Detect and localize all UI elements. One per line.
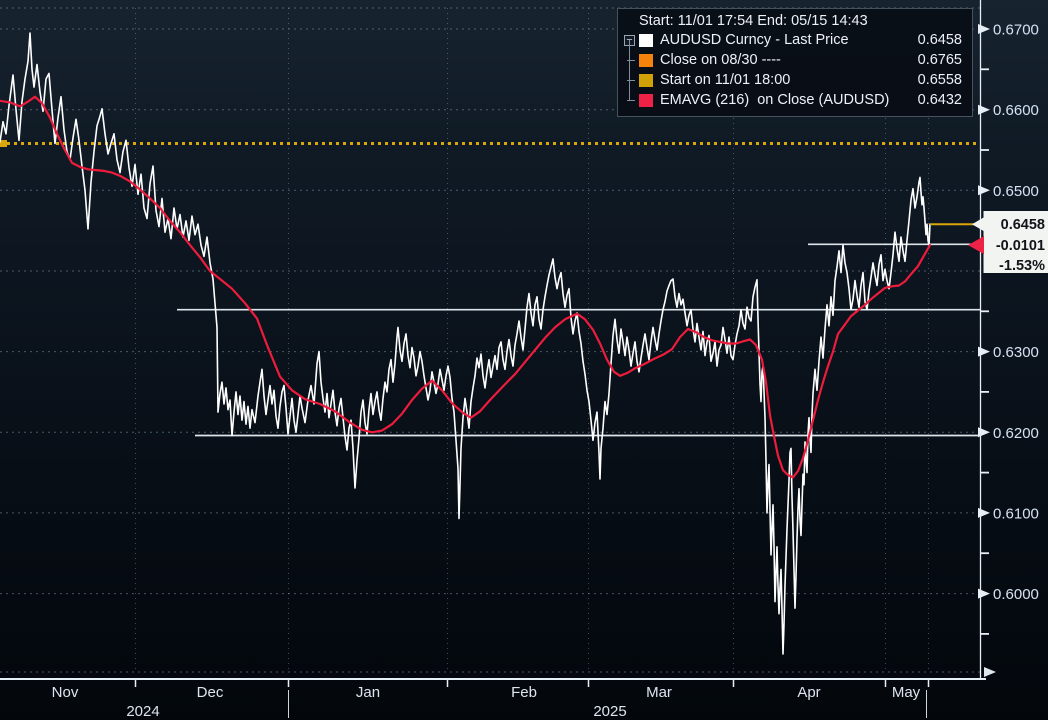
y-axis-label: 0.6700 xyxy=(993,22,1039,39)
legend-item-3[interactable]: EMAVG (216) on Close (AUDUSD) 0.6432 xyxy=(624,90,964,110)
month-label: Mar xyxy=(646,684,672,701)
start-price-line[interactable] xyxy=(0,140,978,148)
legend-tree-stub xyxy=(627,79,635,81)
y-axis-label: 0.6500 xyxy=(993,183,1039,200)
horizontal-annotation-lines[interactable] xyxy=(177,243,980,437)
month-label: Feb xyxy=(511,684,537,701)
y-tick-arrow-icon xyxy=(978,507,990,518)
last-price-tag-box: 0.6458 -0.0101 -1.53% xyxy=(968,211,1048,274)
legend-swatch-icon xyxy=(639,33,653,47)
y-tick-arrow-icon xyxy=(978,346,990,357)
start-price-marker xyxy=(0,140,7,148)
legend-item-label: Start on 11/01 18:00 xyxy=(660,72,791,88)
y-axis-label: 0.6300 xyxy=(993,344,1039,361)
net-change-value: -0.0101 xyxy=(996,238,1045,254)
month-label: Dec xyxy=(197,684,224,701)
legend-item-label: AUDUSD Curncy - Last Price xyxy=(660,32,849,48)
legend-swatch-icon xyxy=(639,93,653,107)
last-price-tag-arrow-icon xyxy=(972,217,984,232)
legend-item-2[interactable]: Start on 11/01 18:00 0.6558 xyxy=(624,70,964,90)
legend-swatch-icon xyxy=(639,73,653,87)
legend-item-1[interactable]: Close on 08/30 ---- 0.6765 xyxy=(624,50,964,70)
net-change-tag-arrow-icon xyxy=(968,236,984,255)
y-tick-arrow-icon xyxy=(978,427,990,438)
legend-item-value: 0.6558 xyxy=(917,72,962,88)
x-axis-grid-arrow xyxy=(984,667,996,677)
pct-change-value: -1.53% xyxy=(999,258,1045,274)
legend-item-label: EMAVG (216) on Close (AUDUSD) xyxy=(660,92,890,108)
y-tick-arrow-icon xyxy=(978,24,990,34)
y-axis-label: 0.6100 xyxy=(993,505,1039,522)
y-axis-label: 0.6000 xyxy=(993,586,1039,603)
x-axis-labels: Nov Dec Jan Feb Mar Apr May 2024 2025 xyxy=(52,684,921,720)
year-label: 2025 xyxy=(593,703,626,720)
chart-legend[interactable]: Start: 11/01 17:54 End: 05/15 14:43 −AUD… xyxy=(617,8,973,117)
y-tick-arrow-icon xyxy=(978,185,990,196)
legend-period-header: Start: 11/01 17:54 End: 05/15 14:43 xyxy=(639,13,868,29)
legend-swatch-icon xyxy=(639,53,653,67)
y-tick-arrow-icon xyxy=(978,588,990,599)
legend-tree-connector xyxy=(629,40,630,100)
legend-item-value: 0.6765 xyxy=(917,52,962,68)
month-label: Nov xyxy=(52,684,79,701)
legend-item-label: Close on 08/30 ---- xyxy=(660,52,781,68)
series-price-line xyxy=(0,32,931,655)
legend-tree-stub xyxy=(627,99,635,101)
year-label: 2024 xyxy=(126,703,159,720)
month-label: May xyxy=(892,684,921,701)
y-axis-labels: 0.6700 0.6600 0.6500 0.6300 0.6200 0.6100 0.60… xyxy=(978,22,1039,635)
y-tick-arrow-icon xyxy=(978,104,990,115)
month-label: Apr xyxy=(797,684,820,701)
legend-tree-stub xyxy=(627,59,635,61)
series-emavg-line xyxy=(0,95,932,479)
y-axis-label: 0.6600 xyxy=(993,102,1039,119)
last-price-value: 0.6458 xyxy=(1001,217,1045,233)
month-label: Jan xyxy=(356,684,380,701)
legend-item-value: 0.6432 xyxy=(917,92,962,108)
legend-item-value: 0.6458 xyxy=(917,32,962,48)
y-axis-label: 0.6200 xyxy=(993,425,1039,442)
